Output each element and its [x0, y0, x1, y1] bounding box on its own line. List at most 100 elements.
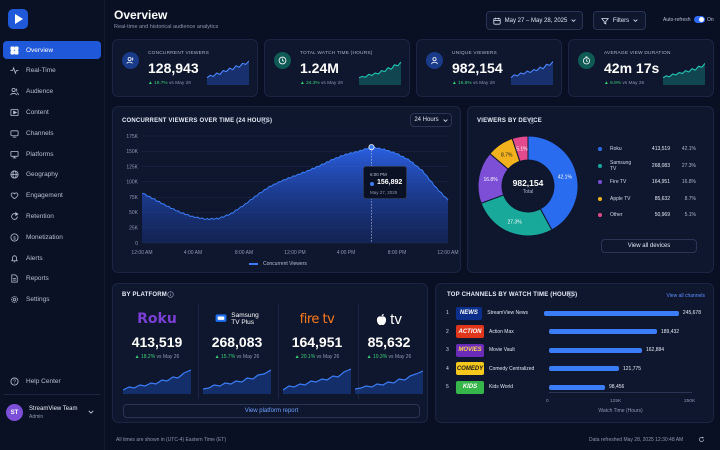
channel-rank: 5 — [446, 384, 449, 390]
sparkline-line — [359, 61, 401, 79]
apple-tv-logo: tv — [351, 310, 427, 328]
channel-value: 121,775 — [623, 365, 642, 372]
refresh-icon[interactable] — [698, 436, 705, 443]
sidebar-item-reports[interactable]: Reports — [3, 270, 101, 288]
donut-slice-label: 27.3% — [507, 219, 522, 225]
users-icon — [10, 88, 19, 96]
sidebar-item-label: Reports — [26, 275, 49, 283]
sidebar-item-channels[interactable]: Channels — [3, 124, 101, 142]
platform-roku[interactable]: Roku 413,519 ▲ 18.2% vs May 26 — [119, 304, 195, 400]
channel-row[interactable]: 2 ACTION Action Max 189,432 — [446, 324, 701, 340]
sidebar-item-settings[interactable]: Settings — [3, 291, 101, 309]
channel-rank: 4 — [446, 365, 449, 372]
user-menu[interactable]: ST StreamView Team Admin — [6, 402, 100, 424]
platform-value: 413,519 — [131, 334, 183, 350]
sidebar-item-retention[interactable]: Retention — [3, 207, 101, 225]
sidebar-item-real-time[interactable]: Real-Time — [3, 62, 101, 80]
time-range-label: 24 Hours — [414, 117, 439, 123]
platform-delta: ▲ 15.7% vs May 26 — [214, 354, 260, 360]
user-icon — [431, 57, 438, 65]
kpi-card[interactable]: CONCURRENT VIEWERS 128,943 ▲ 18.7% vs May … — [112, 39, 258, 97]
sidebar-item-platforms[interactable]: Platforms — [3, 145, 101, 163]
view-all-channels-link[interactable]: View all channels — [666, 293, 705, 299]
platform-sparkline — [203, 369, 271, 394]
platform-card: BY PLATFORM Roku 413,519 ▲ 18.2% vs May … — [112, 283, 428, 423]
y-tick-label: 100K — [126, 180, 138, 186]
kpi-delta: ▲ 8.9% vs May 26 — [604, 81, 645, 86]
play-icon — [10, 108, 19, 116]
help-center-link[interactable]: ? Help Center — [3, 372, 101, 390]
auto-refresh-state: On — [707, 17, 714, 23]
kpi-value: 42m 17s — [604, 60, 660, 76]
time-range-select[interactable]: 24 Hours — [410, 113, 452, 127]
platform-apple-tv[interactable]: tv 85,632 ▲ 10.3% vs May 26 — [351, 304, 427, 400]
chevron-down-icon — [88, 410, 94, 414]
channel-row[interactable]: 1 NEWS StreamView News 245,678 — [446, 305, 701, 321]
sidebar-item-audience[interactable]: Audience — [3, 83, 101, 101]
apple-tv-wordmark: tv — [390, 310, 402, 328]
concurrent-viewers-card: CONCURRENT VIEWERS OVER TIME (24 HOURS) … — [112, 106, 461, 273]
platform-delta: ▲ 18.2% vs May 26 — [134, 354, 180, 360]
sparkline-line — [663, 63, 705, 79]
samsung-tv-plus-logo: Samsung TV Plus — [199, 310, 275, 328]
channel-row[interactable]: 4 COMEDY Comedy Centralized 121,775 — [446, 361, 701, 377]
auto-refresh-toggle[interactable] — [694, 16, 705, 23]
channel-row[interactable]: 3 MOVIES Movie Vault 162,884 — [446, 342, 701, 358]
platform-value: 164,951 — [291, 334, 343, 350]
device-name: Roku — [610, 146, 622, 152]
clock-icon — [278, 56, 287, 65]
view-all-devices-label: View all devices — [627, 243, 671, 249]
svg-text:?: ? — [13, 379, 16, 385]
donut-slice-label: 16.8% — [483, 177, 498, 183]
kpi-card[interactable]: AVERAGE VIEW DURATION 42m 17s ▲ 8.9% vs Ma… — [568, 39, 714, 97]
info-icon[interactable] — [567, 291, 574, 298]
view-all-devices-button[interactable]: View all devices — [601, 239, 697, 253]
info-icon[interactable] — [528, 117, 535, 124]
legend-dot — [598, 213, 602, 217]
sidebar-item-overview[interactable]: Overview — [3, 41, 101, 59]
kpi-card[interactable]: TOTAL WATCH TIME (HOURS) 1.24M ▲ 24.3% vs … — [264, 39, 410, 97]
sparkline-area — [663, 63, 705, 85]
donut-slice-roku[interactable] — [527, 135, 579, 231]
chevron-down-icon — [633, 19, 638, 22]
x-tick-label: 12:00 AM — [131, 250, 152, 256]
sidebar-item-content[interactable]: Content — [3, 103, 101, 121]
hover-point — [368, 144, 375, 151]
date-range-picker[interactable]: May 27 – May 28, 2025 — [486, 11, 583, 30]
donut-slice-samsung-tv[interactable] — [480, 194, 553, 237]
view-platform-report-button[interactable]: View platform report — [123, 404, 420, 418]
sidebar-item-label: Engagement — [26, 192, 63, 200]
sidebar-item-monetization[interactable]: $ Monetization — [3, 228, 101, 246]
top-channels-card: TOP CHANNELS BY WATCH TIME (HOURS) View … — [435, 283, 714, 423]
concurrent-viewers-chart: 0 25K 50K 75K 100K 125K 150K 175K 12:00 AM 4:00 A… — [126, 134, 458, 256]
channel-name: StreamView News — [487, 310, 528, 316]
x-tick-label: 4:00 AM — [184, 250, 202, 256]
device-percent: 16.8% — [681, 179, 696, 185]
channel-value: 245,678 — [682, 310, 701, 316]
sidebar-item-engagement[interactable]: Engagement — [3, 187, 101, 205]
auto-refresh-label: Auto-refresh — [663, 17, 691, 23]
kpi-card[interactable]: UNIQUE VIEWERS 982,154 ▲ 16.5% vs May 26 — [416, 39, 562, 97]
sparkline-area — [511, 61, 553, 85]
platform-samsung[interactable]: Samsung TV Plus 268,083 ▲ 15.7% vs May 26 — [199, 304, 275, 400]
sidebar-item-alerts[interactable]: Alerts — [3, 249, 101, 267]
y-tick-label: 25K — [129, 226, 139, 232]
kpi-label: UNIQUE VIEWERS — [452, 51, 497, 56]
device-legend-row: Samsung TV 268,083 27.3% — [598, 159, 696, 173]
donut-slice-other[interactable] — [511, 135, 529, 162]
platform-divider — [198, 304, 199, 399]
donut-total-value: 982,154 — [512, 178, 544, 188]
platform-title: BY PLATFORM — [122, 292, 167, 298]
kpi-label: AVERAGE VIEW DURATION — [604, 51, 671, 56]
timer-icon — [582, 56, 591, 65]
sparkline-line — [511, 61, 553, 79]
info-icon[interactable] — [167, 291, 174, 298]
platform-fire-tv[interactable]: fire tv 164,951 ▲ 20.1% vs May 26 — [279, 304, 355, 400]
roku-logo: Roku — [137, 311, 177, 327]
calendar-icon — [493, 17, 501, 25]
filters-button[interactable]: Filters — [593, 11, 646, 30]
channel-row[interactable]: 5 KIDS Kids World 98,456 — [446, 379, 701, 395]
sidebar-item-geography[interactable]: Geography — [3, 166, 101, 184]
devices-card: VIEWERS BY DEVICE 42.1% 27.3% 16.8% 8.7% 5.1… — [467, 106, 714, 273]
info-icon[interactable] — [261, 117, 268, 124]
